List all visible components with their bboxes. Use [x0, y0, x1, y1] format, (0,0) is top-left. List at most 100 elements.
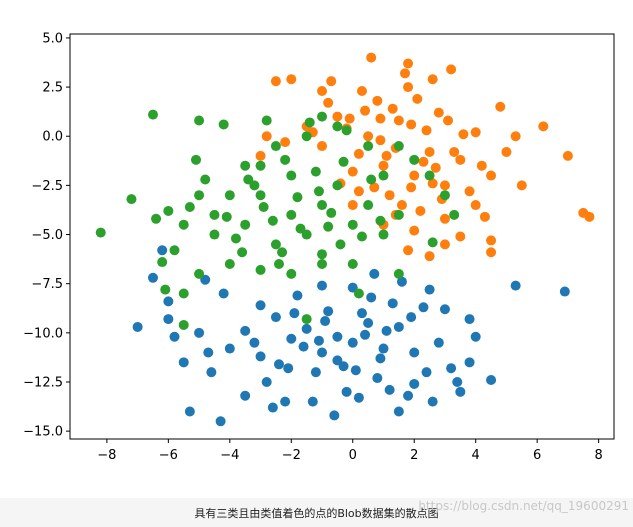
scatter-point-series-3-59	[280, 154, 291, 165]
scatter-point-series-2-5	[424, 146, 435, 157]
scatter-point-series-1-78	[313, 335, 324, 346]
scatter-point-series-1-69	[203, 347, 214, 358]
scatter-point-series-1-36	[157, 245, 168, 256]
scatter-point-series-1-30	[206, 367, 217, 378]
scatter-point-series-2-24	[403, 58, 414, 69]
scatter-point-series-2-50	[280, 137, 291, 148]
scatter-point-series-3-21	[191, 154, 202, 165]
y-tick-label: −2.5	[31, 179, 63, 194]
x-tick-label: 4	[472, 448, 480, 463]
scatter-point-series-2-69	[323, 97, 334, 108]
scatter-point-series-2-10	[455, 154, 466, 165]
scatter-point-series-2-79	[406, 119, 417, 130]
scatter-point-series-1-57	[559, 286, 570, 297]
y-tick-label: −7.5	[31, 277, 63, 292]
scatter-point-series-3-54	[393, 268, 404, 279]
scatter-point-series-2-3	[363, 131, 374, 142]
scatter-point-series-3-37	[393, 209, 404, 220]
scatter-point-series-3-49	[409, 154, 420, 165]
scatter-point-series-3-15	[194, 190, 205, 201]
scatter-point-series-1-48	[215, 416, 226, 427]
scatter-point-series-2-18	[317, 141, 328, 152]
scatter-point-series-3-55	[353, 288, 364, 299]
scatter-point-series-3-24	[95, 227, 106, 238]
scatter-point-series-3-68	[184, 202, 195, 213]
scatter-point-series-3-26	[157, 257, 168, 268]
y-tick-label: −15.0	[23, 425, 63, 440]
scatter-point-series-1-26	[280, 396, 291, 407]
scatter-point-series-1-75	[332, 355, 343, 366]
scatter-point-series-3-44	[240, 160, 251, 171]
scatter-point-series-3-20	[218, 119, 229, 130]
scatter-chart: −8 −6 −4 −2 0 2 4 6 8 5.0 2.5 0.0 −2.5 −5.0 −7.5 −10.0…	[23, 31, 615, 463]
scatter-point-series-2-61	[353, 148, 364, 159]
scatter-point-series-2-34	[501, 146, 512, 157]
scatter-point-series-3-63	[323, 221, 334, 232]
scatter-point-series-2-41	[495, 101, 506, 112]
scatter-point-series-2-32	[470, 200, 481, 211]
y-tick-label: −12.5	[23, 375, 63, 390]
scatter-point-series-1-76	[360, 329, 371, 340]
scatter-point-series-1-72	[163, 296, 174, 307]
scatter-point-series-2-14	[433, 107, 444, 118]
scatter-point-series-2-77	[344, 113, 355, 124]
scatter-point-series-2-42	[486, 235, 497, 246]
scatter-point-series-1-12	[310, 367, 321, 378]
scatter-point-series-3-4	[255, 190, 266, 201]
scatter-point-series-1-19	[433, 337, 444, 348]
scatter-point-series-3-47	[341, 125, 352, 136]
scatter-point-series-2-65	[464, 186, 475, 197]
scatter-point-series-3-6	[347, 219, 358, 230]
scatter-point-series-2-39	[584, 211, 595, 222]
scatter-point-series-2-54	[421, 125, 432, 136]
scatter-point-series-2-68	[360, 105, 371, 116]
scatter-point-series-3-56	[301, 314, 312, 325]
scatter-point-series-2-19	[326, 76, 337, 87]
scatter-point-series-2-13	[403, 82, 414, 93]
scatter-point-series-1-7	[286, 333, 297, 344]
scatter-point-series-2-63	[387, 103, 398, 114]
scatter-point-series-1-9	[356, 308, 367, 319]
scatter-point-series-3-77	[273, 259, 284, 270]
scatter-point-series-1-45	[486, 375, 497, 386]
scatter-point-series-3-72	[375, 215, 386, 226]
scatter-point-series-1-49	[240, 390, 251, 401]
scatter-point-series-3-38	[378, 170, 389, 181]
y-tick-label: 2.5	[42, 81, 63, 96]
scatter-point-series-2-21	[366, 52, 377, 63]
scatter-point-series-3-78	[221, 211, 232, 222]
scatter-point-series-3-35	[347, 259, 358, 270]
scatter-point-series-2-56	[449, 146, 460, 157]
scatter-point-series-1-27	[403, 390, 414, 401]
scatter-point-series-3-10	[317, 249, 328, 260]
scatter-point-series-3-70	[295, 223, 306, 234]
caption-bar	[0, 498, 633, 527]
scatter-point-series-3-2	[286, 209, 297, 220]
scatter-point-series-2-36	[538, 121, 549, 132]
scatter-point-series-1-70	[464, 314, 475, 325]
scatter-point-series-1-2	[332, 331, 343, 342]
scatter-point-series-2-49	[255, 150, 266, 161]
scatter-point-series-1-37	[218, 288, 229, 299]
x-tick-label: −8	[97, 448, 116, 463]
scatter-point-series-3-76	[326, 207, 337, 218]
axes-frame	[69, 33, 615, 440]
scatter-point-series-1-53	[393, 406, 404, 417]
x-tick-label: −6	[159, 448, 178, 463]
scatter-point-series-2-70	[381, 150, 392, 161]
scatter-point-series-1-38	[255, 300, 266, 311]
scatter-point-series-1-35	[147, 272, 158, 283]
scatter-point-series-3-27	[194, 268, 205, 279]
scatter-point-series-1-34	[163, 314, 174, 325]
scatter-point-series-3-43	[270, 141, 281, 152]
scatter-point-series-1-51	[307, 396, 318, 407]
scatter-point-series-2-4	[393, 115, 404, 126]
scatter-point-series-2-80	[427, 178, 438, 189]
scatter-point-series-1-28	[329, 410, 340, 421]
y-tick-label: 5.0	[42, 31, 63, 46]
scatter-point-series-1-52	[353, 392, 364, 403]
scatter-point-series-1-18	[261, 376, 272, 387]
scatter-point-series-3-25	[169, 245, 180, 256]
scatter-point-series-3-69	[277, 247, 288, 258]
scatter-point-series-1-71	[169, 331, 180, 342]
